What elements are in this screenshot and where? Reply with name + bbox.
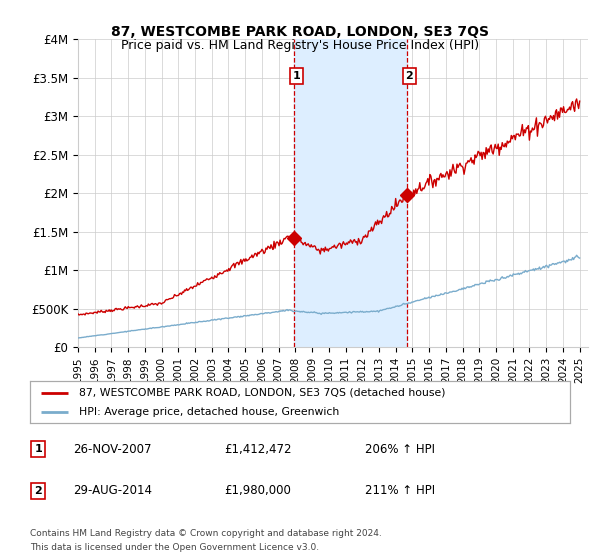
Text: 2: 2 xyxy=(406,71,413,81)
Bar xyxy=(294,39,407,347)
Text: £1,412,472: £1,412,472 xyxy=(224,443,292,456)
Text: Contains HM Land Registry data © Crown copyright and database right 2024.: Contains HM Land Registry data © Crown c… xyxy=(30,529,382,538)
Text: HPI: Average price, detached house, Greenwich: HPI: Average price, detached house, Gree… xyxy=(79,407,339,417)
Text: 29-AUG-2014: 29-AUG-2014 xyxy=(73,484,152,497)
Text: 87, WESTCOMBE PARK ROAD, LONDON, SE3 7QS (detached house): 87, WESTCOMBE PARK ROAD, LONDON, SE3 7QS… xyxy=(79,388,445,398)
Text: 1: 1 xyxy=(34,444,42,454)
Text: Price paid vs. HM Land Registry's House Price Index (HPI): Price paid vs. HM Land Registry's House … xyxy=(121,39,479,52)
Text: 206% ↑ HPI: 206% ↑ HPI xyxy=(365,443,435,456)
Text: 26-NOV-2007: 26-NOV-2007 xyxy=(73,443,152,456)
Text: £1,980,000: £1,980,000 xyxy=(224,484,291,497)
Text: This data is licensed under the Open Government Licence v3.0.: This data is licensed under the Open Gov… xyxy=(30,543,319,552)
Text: 1: 1 xyxy=(292,71,300,81)
Text: 2: 2 xyxy=(34,486,42,496)
Text: 87, WESTCOMBE PARK ROAD, LONDON, SE3 7QS: 87, WESTCOMBE PARK ROAD, LONDON, SE3 7QS xyxy=(111,25,489,39)
Text: 211% ↑ HPI: 211% ↑ HPI xyxy=(365,484,435,497)
